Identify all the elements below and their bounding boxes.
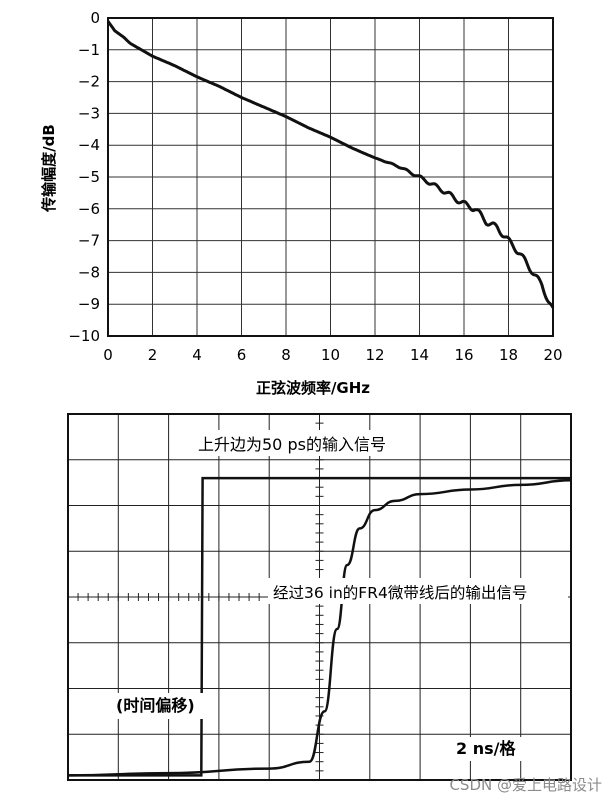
attenuation-y-tick-label: −6: [78, 200, 100, 218]
attenuation-x-tick-label: 4: [192, 346, 202, 364]
attenuation-chart: 0 2 4 6 8 10 12 14 16 18 20 0 −1 −2 −3 −4 −5 −6 −7 −8 −9 −10…: [40, 9, 563, 397]
attenuation-x-axis-label: 正弦波频率/GHz: [256, 379, 370, 397]
output-signal-line: [67, 479, 572, 777]
csdn-watermark: CSDN @爱上电路设计: [449, 776, 602, 794]
input-signal-annotation: 上升边为50 ps的输入信号: [198, 435, 386, 454]
attenuation-x-tick-label: 14: [410, 346, 429, 364]
attenuation-x-ticks: 0 2 4 6 8 10 12 14 16 18 20: [103, 346, 562, 364]
attenuation-x-tick-label: 2: [148, 346, 158, 364]
attenuation-y-axis-label: 传输幅度/dB: [40, 124, 58, 213]
attenuation-x-tick-label: 18: [499, 346, 518, 364]
attenuation-grid: [108, 18, 553, 336]
attenuation-y-tick-label: −5: [78, 168, 100, 186]
attenuation-x-tick-label: 6: [237, 346, 247, 364]
step-response-plot-frame: [67, 413, 572, 781]
time-offset-annotation: (时间偏移): [116, 696, 195, 715]
attenuation-x-tick-label: 0: [103, 346, 113, 364]
attenuation-x-tick-label: 16: [454, 346, 473, 364]
attenuation-y-tick-label: −7: [78, 232, 100, 250]
time-scale-annotation: 2 ns/格: [456, 739, 516, 758]
attenuation-y-tick-label: −2: [78, 73, 100, 91]
attenuation-x-tick-label: 10: [321, 346, 340, 364]
step-response-chart: 上升边为50 ps的输入信号 经过36 in的FR4微带线后的输出信号 (时间偏…: [67, 413, 572, 781]
attenuation-y-tick-label: −4: [78, 136, 100, 154]
attenuation-y-tick-label: −10: [68, 327, 100, 345]
attenuation-y-tick-label: −8: [78, 263, 100, 281]
output-signal-annotation: 经过36 in的FR4微带线后的输出信号: [273, 584, 527, 602]
attenuation-y-tick-label: −9: [78, 295, 100, 313]
attenuation-x-tick-label: 12: [365, 346, 384, 364]
input-signal-line: [68, 476, 571, 777]
attenuation-y-tick-label: 0: [90, 9, 100, 27]
attenuation-y-tick-label: −3: [78, 104, 100, 122]
attenuation-plot-frame: [107, 17, 554, 337]
attenuation-series-line: [106, 20, 555, 309]
attenuation-y-ticks: 0 −1 −2 −3 −4 −5 −6 −7 −8 −9 −10: [68, 9, 100, 345]
attenuation-y-tick-label: −1: [78, 41, 100, 59]
attenuation-x-tick-label: 20: [543, 346, 562, 364]
attenuation-x-tick-label: 8: [281, 346, 291, 364]
